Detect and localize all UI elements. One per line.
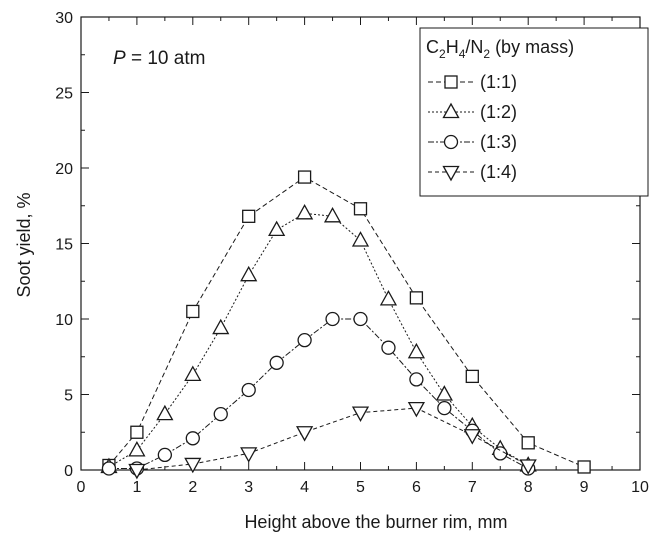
data-point — [407, 401, 426, 418]
data-point — [156, 404, 174, 421]
data-point — [295, 203, 314, 220]
data-point — [186, 304, 200, 319]
data-point — [101, 461, 117, 476]
data-point — [128, 463, 146, 480]
legend-marker — [443, 134, 459, 150]
y-tick-label: 10 — [55, 312, 73, 329]
data-point — [240, 265, 258, 282]
data-point — [353, 202, 368, 216]
legend-title-c-sub: 2 — [439, 47, 446, 61]
y-axis-label: Soot yield, % — [14, 192, 34, 297]
data-point — [493, 446, 508, 461]
data-point — [295, 426, 314, 442]
legend-title-h-sub: 4 — [459, 47, 466, 61]
legend-entry: (1:2) — [428, 102, 517, 122]
data-point — [521, 436, 535, 450]
data-point — [184, 457, 202, 474]
legend-marker — [444, 75, 458, 89]
y-tick-label: 25 — [55, 86, 73, 103]
legend-label: (1:4) — [480, 162, 517, 182]
data-point — [323, 206, 342, 223]
legend-title-h: H — [446, 37, 459, 57]
legend-marker — [442, 165, 460, 182]
y-tick-label: 0 — [64, 463, 73, 480]
y-tick-label: 20 — [55, 161, 73, 178]
legend-entry: (1:1) — [428, 72, 517, 92]
y-tick-label: 15 — [55, 237, 73, 254]
legend-label: (1:3) — [480, 132, 517, 152]
data-point — [353, 311, 368, 327]
x-tick-label: 9 — [580, 479, 589, 496]
legend-title-n: /N — [465, 37, 483, 57]
data-point — [409, 291, 424, 305]
data-point — [297, 170, 312, 184]
series-layer — [100, 170, 591, 480]
legend-marker — [442, 102, 460, 119]
x-tick-label: 0 — [77, 479, 86, 496]
data-point — [435, 385, 453, 401]
pressure-value: = 10 atm — [126, 48, 206, 69]
series-line — [108, 318, 529, 469]
series-line — [108, 176, 585, 468]
x-tick-label: 1 — [132, 479, 141, 496]
x-tick-label: 10 — [631, 479, 649, 496]
y-tick-label: 5 — [64, 388, 73, 405]
x-axis-label: Height above the burner rim, mm — [244, 512, 507, 532]
data-point — [130, 425, 144, 439]
data-point — [577, 460, 591, 474]
series-3 — [101, 311, 536, 476]
legend-label: (1:2) — [480, 102, 517, 122]
pressure-annotation: P = 10 atm — [113, 48, 205, 69]
series-4 — [128, 401, 537, 480]
legend-title: C2H4/N2 (by mass) — [426, 37, 574, 61]
x-tick-label: 7 — [468, 479, 477, 496]
data-point — [437, 400, 452, 416]
legend-title-n-sub: 2 — [483, 47, 490, 61]
legend-entries: (1:1) (1:2) (1:3) (1:4) — [428, 72, 517, 182]
pressure-variable: P — [113, 48, 126, 69]
data-point — [212, 318, 230, 335]
data-point — [519, 459, 537, 475]
series-line — [108, 212, 529, 468]
data-point — [351, 231, 370, 247]
legend-title-c: C — [426, 37, 439, 57]
x-tick-label: 3 — [244, 479, 253, 496]
data-point — [379, 290, 398, 306]
x-tick-label: 4 — [300, 479, 309, 496]
data-point — [297, 332, 312, 348]
data-point — [185, 431, 200, 446]
x-tick-label: 5 — [356, 479, 365, 496]
x-tick-label: 2 — [188, 479, 197, 496]
y-tick-label: 30 — [55, 10, 73, 27]
data-point — [157, 447, 173, 463]
legend-entry: (1:3) — [428, 132, 517, 152]
data-point — [240, 447, 258, 463]
x-tick-label: 8 — [524, 479, 533, 496]
legend: C2H4/N2 (by mass) (1:1)(1:2)(1:3)(1:4) — [419, 27, 649, 197]
data-point — [213, 406, 228, 422]
data-point — [242, 209, 256, 223]
data-point — [381, 340, 396, 355]
data-point — [351, 406, 370, 422]
data-point — [184, 365, 202, 382]
legend-title-rest: (by mass) — [490, 37, 574, 57]
data-point — [463, 429, 481, 445]
data-point — [325, 311, 340, 327]
legend-entry: (1:4) — [428, 162, 517, 182]
data-point — [268, 220, 286, 237]
x-tick-label: 6 — [412, 479, 421, 496]
legend-label: (1:1) — [480, 72, 517, 92]
data-point — [241, 382, 256, 398]
data-point — [465, 369, 479, 384]
data-point — [407, 342, 426, 359]
data-point — [409, 372, 424, 387]
data-point — [269, 355, 284, 370]
series-1 — [102, 170, 591, 474]
data-point — [128, 441, 146, 457]
series-line — [136, 407, 529, 471]
